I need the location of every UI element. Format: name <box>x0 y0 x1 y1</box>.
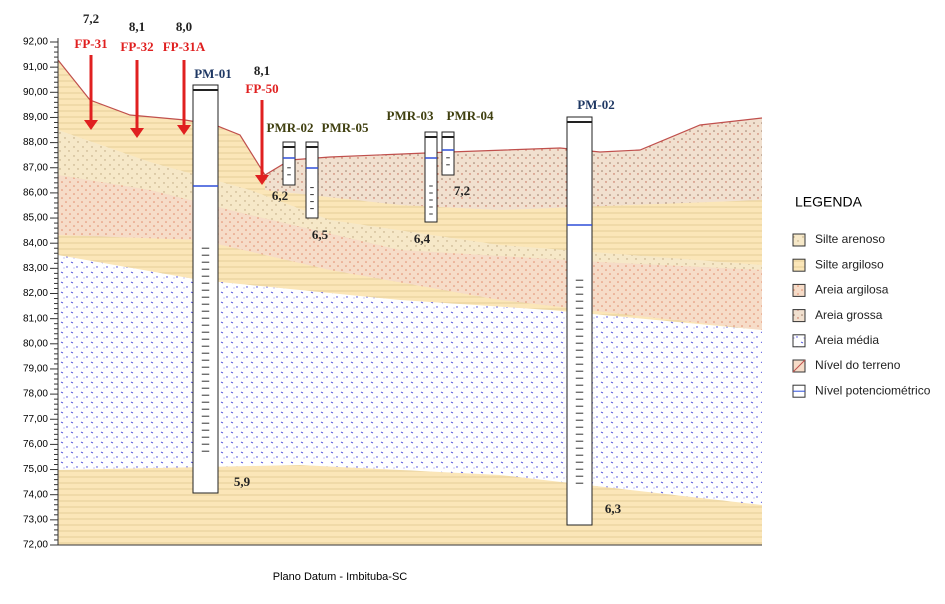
y-tick-label: 75,00 <box>23 464 48 475</box>
well-casing <box>425 132 437 222</box>
well-label: PMR-03 <box>387 108 434 123</box>
y-tick-label: 78,00 <box>23 389 48 400</box>
arrow-label: FP-31A <box>163 39 206 54</box>
legend-label: Areia média <box>815 333 879 347</box>
y-tick-label: 72,00 <box>23 540 48 551</box>
legend-label: Nível potenciométrico <box>815 383 931 397</box>
well-label: PMR-04 <box>447 108 494 123</box>
well-label: PM-01 <box>194 66 232 81</box>
legend-swatch <box>793 335 805 347</box>
well-depth: 7,2 <box>454 183 470 198</box>
legend-swatch <box>793 284 805 296</box>
y-tick-label: 88,00 <box>23 137 48 148</box>
legend-label: Silte arenoso <box>815 232 885 246</box>
well-depth: 6,5 <box>312 227 329 242</box>
y-tick-label: 83,00 <box>23 263 48 274</box>
arrow-value: 8,0 <box>176 19 192 34</box>
arrow-label: FP-31 <box>74 36 107 51</box>
y-tick-label: 77,00 <box>23 414 48 425</box>
y-tick-label: 82,00 <box>23 288 48 299</box>
y-tick-label: 76,00 <box>23 439 48 450</box>
legend-title: LEGENDA <box>795 194 863 210</box>
y-tick-label: 90,00 <box>23 87 48 98</box>
arrow-value: 8,1 <box>254 63 270 78</box>
y-tick-label: 87,00 <box>23 162 48 173</box>
y-tick-label: 74,00 <box>23 489 48 500</box>
well-depth: 6,4 <box>414 231 431 246</box>
y-tick-label: 79,00 <box>23 364 48 375</box>
arrow-label: FP-50 <box>245 81 278 96</box>
footer: Plano Datum - Imbituba-SC <box>273 571 408 583</box>
arrow-label: FP-32 <box>120 39 153 54</box>
cross-section: Plano Datum - Imbituba-SC LEGENDA 92,00 9… <box>0 0 945 599</box>
legend-label: Areia argilosa <box>815 283 889 297</box>
legend-label: Nível do terreno <box>815 358 901 372</box>
legend-swatch <box>793 310 805 322</box>
well-casing <box>306 142 318 218</box>
well-label: PMR-02 <box>267 120 314 135</box>
y-tick-label: 81,00 <box>23 313 48 324</box>
legend-label: Silte argiloso <box>815 257 884 271</box>
y-tick-label: 80,00 <box>23 338 48 349</box>
legend-swatch <box>793 259 805 271</box>
y-tick-label: 86,00 <box>23 188 48 199</box>
y-tick-label: 73,00 <box>23 514 48 525</box>
well-casing <box>442 132 454 175</box>
well-casing <box>283 142 295 185</box>
y-tick-label: 92,00 <box>23 37 48 48</box>
well-depth: 5,9 <box>234 474 251 489</box>
arrow-value: 7,2 <box>83 11 99 26</box>
well-casing <box>193 85 218 493</box>
y-tick-label: 89,00 <box>23 112 48 123</box>
well-depth: 6,2 <box>272 188 288 203</box>
arrow-value: 8,1 <box>129 19 145 34</box>
well-depth: 6,3 <box>605 501 622 516</box>
y-tick-label: 84,00 <box>23 238 48 249</box>
well-label: PMR-05 <box>322 120 369 135</box>
legend-label: Areia grossa <box>815 308 883 322</box>
legend-swatch <box>793 234 805 246</box>
well-casing <box>567 117 592 525</box>
y-tick-label: 85,00 <box>23 213 48 224</box>
y-tick-label: 91,00 <box>23 62 48 73</box>
well-label: PM-02 <box>577 97 615 112</box>
